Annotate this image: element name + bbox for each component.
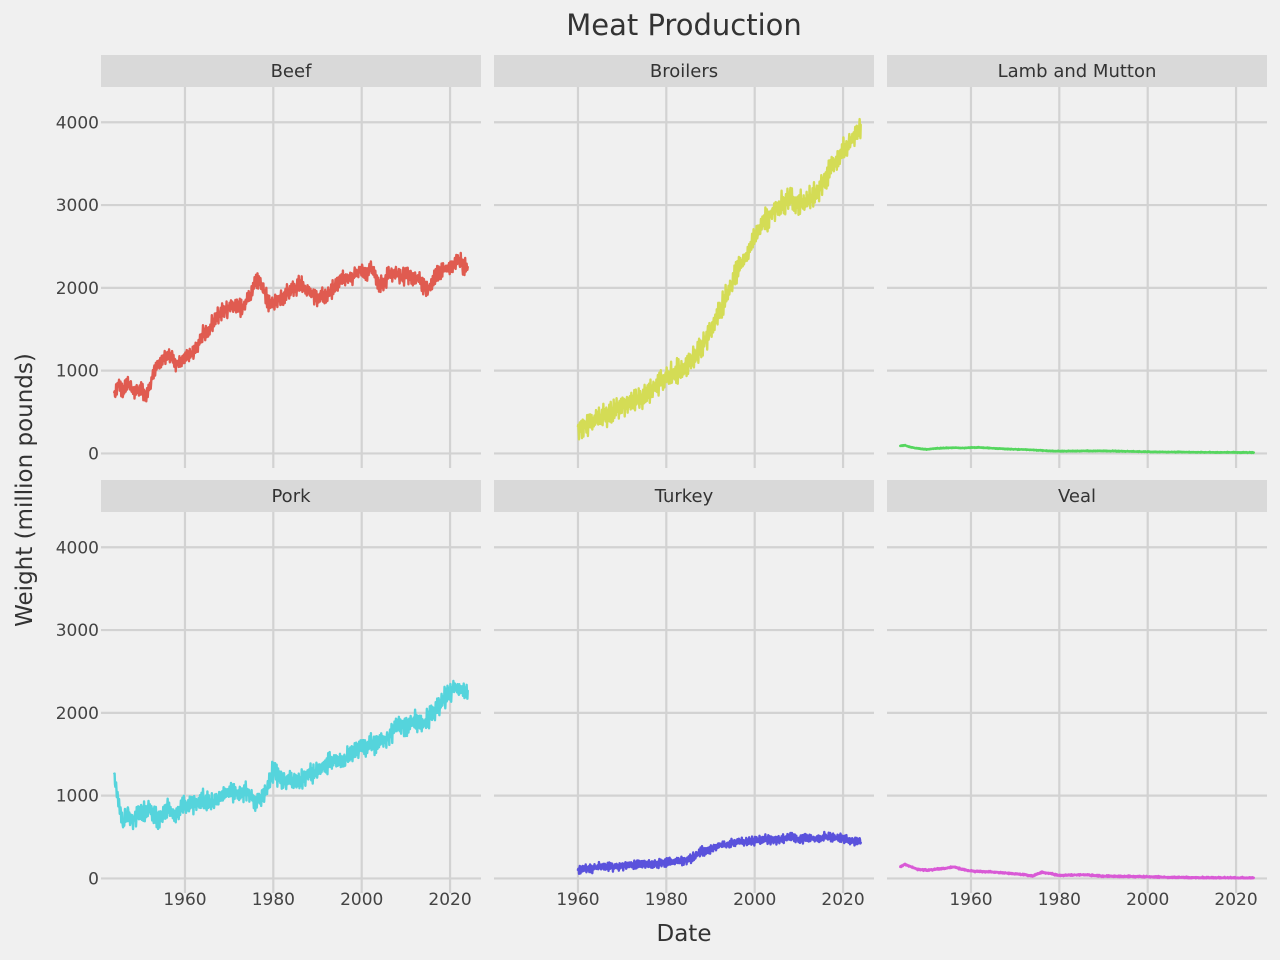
- panel-pork: Pork 0 1000 2000 3000 4000 1960 1980 2000 2020: [56, 480, 481, 910]
- facet-strip-label: Lamb and Mutton: [998, 61, 1157, 82]
- x-tick-label: 2000: [1126, 890, 1169, 910]
- y-tick-label: 2000: [56, 704, 99, 724]
- panel-lamb-and-mutton: Lamb and Mutton: [887, 55, 1267, 468]
- y-tick-label: 3000: [56, 196, 99, 216]
- panel-beef: Beef 0 1000 2000 3000 4000: [56, 55, 481, 468]
- series-line-broilers: [576, 117, 862, 441]
- facet-strip-label: Broilers: [650, 61, 718, 82]
- x-tick-label: 2020: [1214, 890, 1257, 910]
- facet-strip-label: Pork: [271, 486, 311, 507]
- x-tick-label: 1960: [163, 890, 206, 910]
- panel-veal: Veal 1960 1980 2000 2020: [887, 480, 1267, 910]
- x-tick-label: 2000: [733, 890, 776, 910]
- y-axis-label: Weight (million pounds): [12, 353, 38, 627]
- y-tick-label: 2000: [56, 279, 99, 299]
- series-line-pork: [113, 679, 469, 831]
- facet-strip-label: Veal: [1058, 486, 1096, 507]
- y-tick-label: 1000: [56, 362, 99, 382]
- x-tick-label: 2020: [821, 890, 864, 910]
- series-line-turkey: [576, 830, 862, 875]
- x-tick-label: 1960: [556, 890, 599, 910]
- y-tick-label: 0: [88, 444, 99, 464]
- facet-strip: [101, 480, 481, 512]
- x-tick-label: 1960: [949, 890, 992, 910]
- y-tick-label: 0: [88, 869, 99, 889]
- facet-strip: [101, 55, 481, 87]
- facet-strip: [887, 55, 1267, 87]
- series-line-beef: [113, 251, 469, 403]
- y-tick-label: 1000: [56, 787, 99, 807]
- panel-broilers: Broilers: [494, 55, 874, 468]
- facet-panels: Beef 0 1000 2000 3000 4000 Broilers Lamb and Mu…: [56, 55, 1267, 910]
- facet-strip-label: Turkey: [654, 486, 714, 507]
- y-tick-label: 3000: [56, 621, 99, 641]
- y-tick-label: 4000: [56, 538, 99, 558]
- series-line-lamb-and-mutton: [899, 443, 1255, 455]
- chart-title: Meat Production: [566, 8, 802, 42]
- x-tick-label: 1980: [252, 890, 295, 910]
- panel-turkey: Turkey 1960 1980 2000 2020: [494, 480, 874, 910]
- x-axis-label: Date: [657, 921, 712, 947]
- x-tick-label: 1980: [1038, 890, 1081, 910]
- x-tick-label: 2020: [428, 890, 471, 910]
- facet-strip: [887, 480, 1267, 512]
- facet-strip: [494, 55, 874, 87]
- y-tick-label: 4000: [56, 113, 99, 133]
- facet-strip-label: Beef: [271, 61, 312, 82]
- x-tick-label: 2000: [340, 890, 383, 910]
- series-line-veal: [899, 862, 1255, 880]
- facet-strip: [494, 480, 874, 512]
- x-tick-label: 1980: [645, 890, 688, 910]
